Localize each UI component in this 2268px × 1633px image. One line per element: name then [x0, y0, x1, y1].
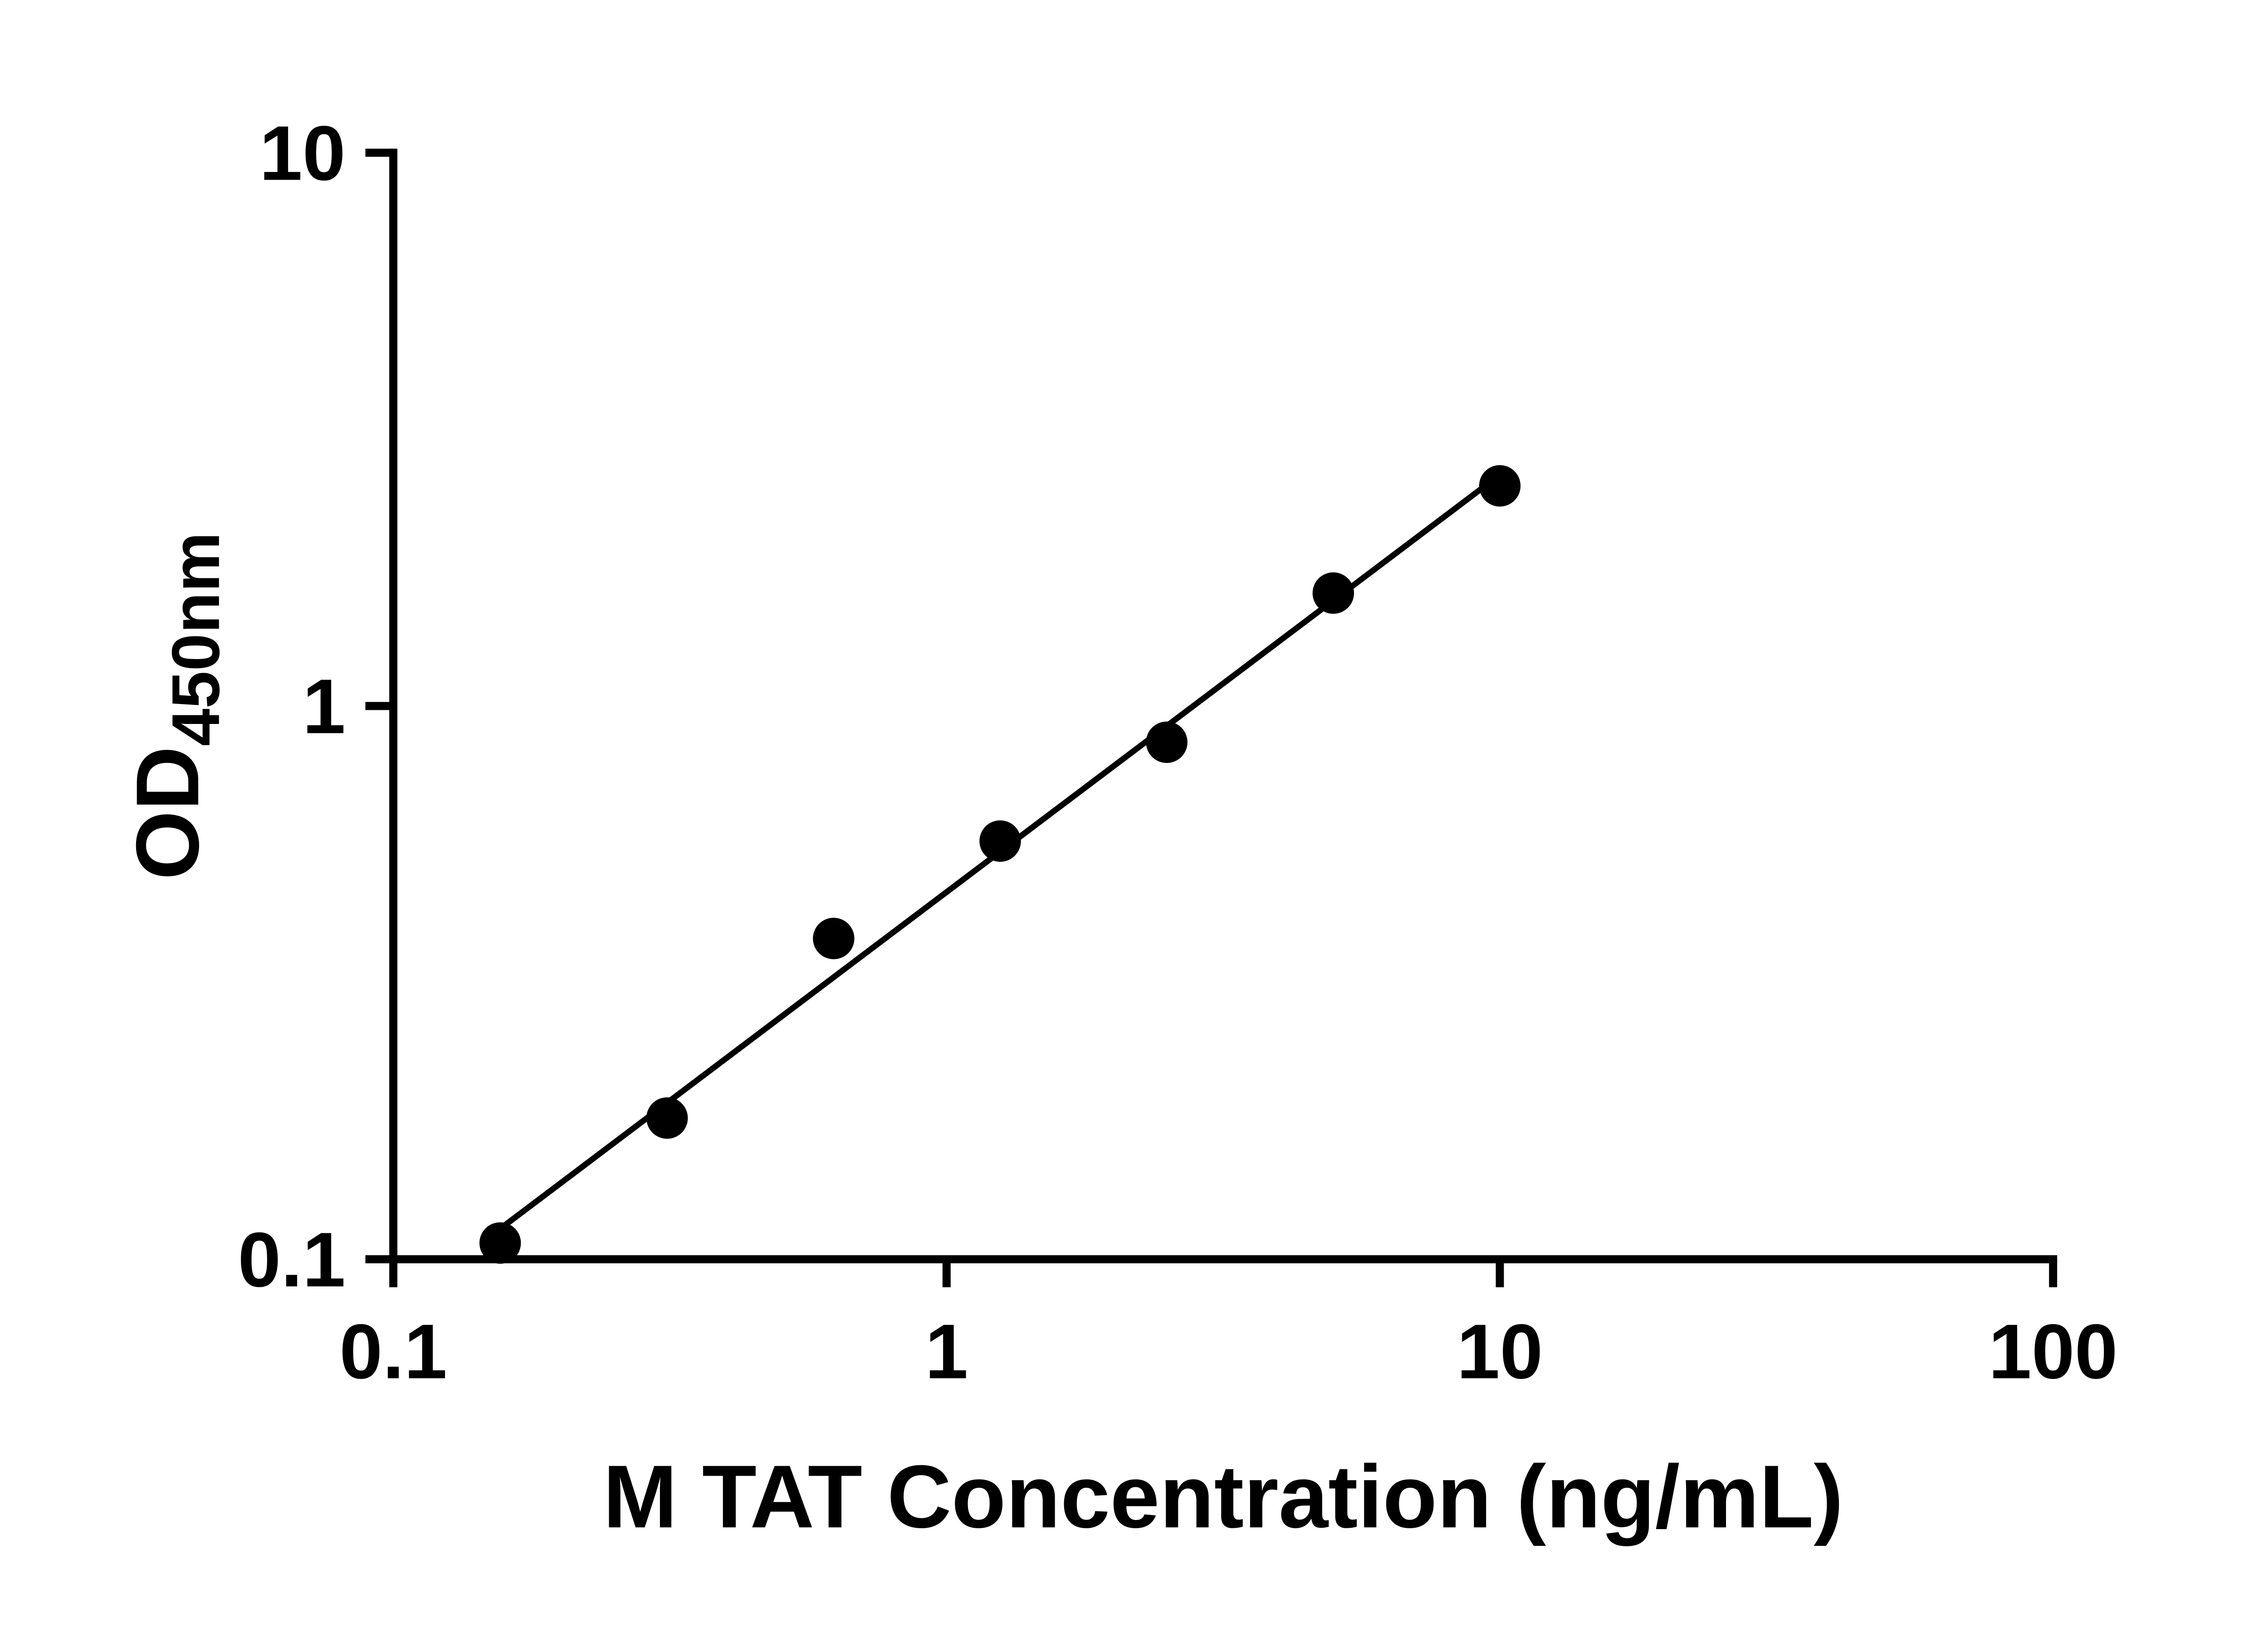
x-tick-label: 10 [1457, 1308, 1543, 1395]
x-tick-label: 0.1 [339, 1308, 447, 1395]
data-point [646, 1097, 688, 1139]
data-point [1312, 572, 1354, 614]
data-point [979, 820, 1021, 862]
x-tick-label: 1 [925, 1308, 968, 1395]
data-point [1479, 465, 1521, 507]
x-axis-title: M TAT Concentration (ng/mL) [603, 1447, 1843, 1546]
y-tick-label: 10 [259, 110, 346, 197]
y-tick-label: 0.1 [238, 1217, 345, 1303]
data-point [813, 918, 855, 959]
data-point [479, 1222, 521, 1264]
y-axis-title: OD450nm [117, 532, 234, 880]
x-tick-label: 100 [1989, 1308, 2118, 1395]
y-tick-label: 1 [303, 663, 346, 750]
data-point [1146, 721, 1188, 763]
